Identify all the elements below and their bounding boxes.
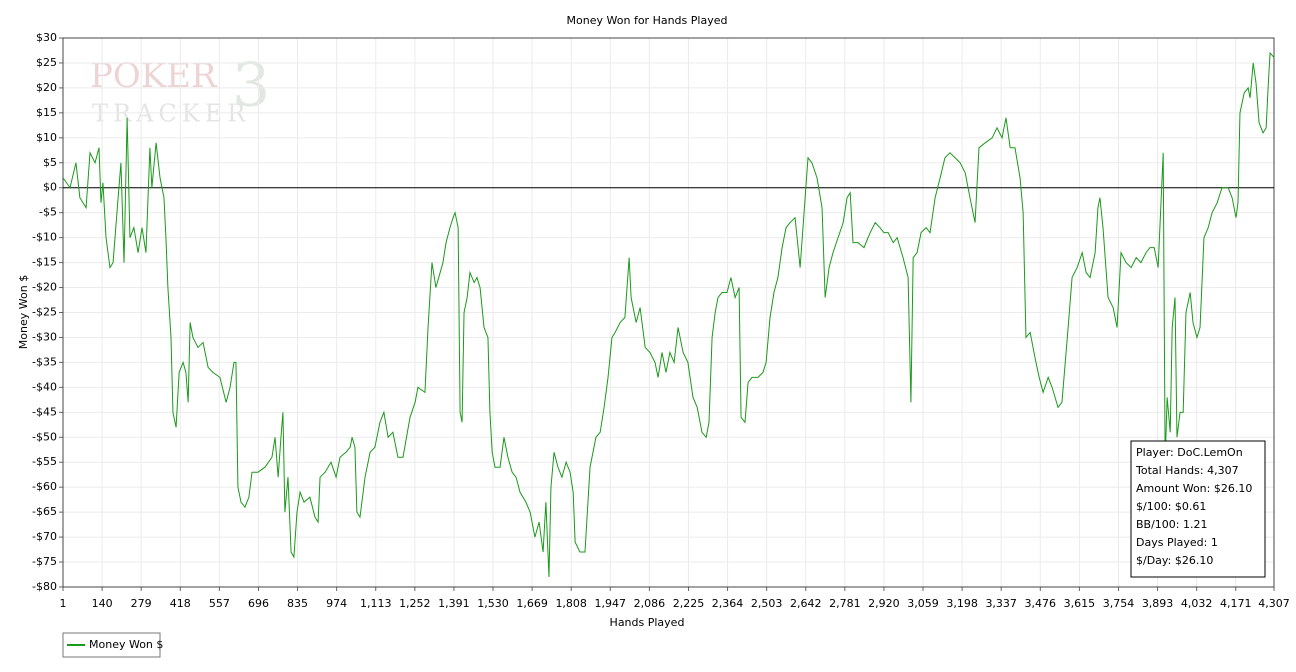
- x-tick-label: 3,198: [946, 597, 978, 610]
- y-tick-label: -$70: [32, 530, 57, 543]
- legend-label: Money Won $: [89, 638, 163, 651]
- x-tick-label: 3,337: [985, 597, 1017, 610]
- y-tick-label: -$10: [32, 231, 57, 244]
- x-tick-label: 3,476: [1025, 597, 1057, 610]
- y-tick-label: -$55: [32, 455, 57, 468]
- x-tick-label: 557: [209, 597, 230, 610]
- x-tick-label: 2,642: [790, 597, 822, 610]
- x-tick-label: 2,225: [673, 597, 705, 610]
- y-tick-label: -$20: [32, 281, 57, 294]
- y-tick-label: $5: [43, 156, 57, 169]
- x-tick-label: 2,364: [712, 597, 744, 610]
- x-tick-label: 1,252: [399, 597, 431, 610]
- y-tick-label: $20: [36, 81, 57, 94]
- y-tick-label: -$35: [32, 355, 57, 368]
- x-tick-label: 974: [326, 597, 347, 610]
- y-tick-label: $25: [36, 56, 57, 69]
- x-tick-label: 4,032: [1181, 597, 1213, 610]
- y-tick-label: $30: [36, 31, 57, 44]
- watermark-text: TRACKER: [92, 100, 250, 128]
- x-tick-label: 1: [60, 597, 67, 610]
- y-axis-title: Money Won $: [17, 275, 30, 349]
- info-line: BB/100: 1.21: [1136, 518, 1208, 531]
- chart-title: Money Won for Hands Played: [567, 14, 728, 27]
- x-tick-label: 1,808: [555, 597, 587, 610]
- legend-box: [62, 632, 161, 658]
- info-line: Amount Won: $26.10: [1136, 482, 1252, 495]
- x-tick-label: 2,781: [829, 597, 861, 610]
- watermark-text: POKER: [90, 56, 218, 96]
- x-tick-label: 4,171: [1220, 597, 1252, 610]
- y-tick-label: $0: [43, 181, 57, 194]
- x-tick-label: 1,669: [516, 597, 548, 610]
- x-tick-label: 140: [92, 597, 113, 610]
- info-line: $/Day: $26.10: [1136, 554, 1213, 567]
- x-tick-label: 1,947: [595, 597, 627, 610]
- x-tick-label: 1,530: [477, 597, 509, 610]
- info-line: Days Played: 1: [1136, 536, 1218, 549]
- y-tick-label: -$65: [32, 505, 57, 518]
- y-tick-label: -$45: [32, 405, 57, 418]
- y-tick-label: -$15: [32, 256, 57, 269]
- x-tick-label: 418: [170, 597, 191, 610]
- x-tick-label: 835: [287, 597, 308, 610]
- y-tick-label: $10: [36, 131, 57, 144]
- x-axis-title: Hands Played: [610, 616, 685, 629]
- watermark-text: 3: [232, 51, 270, 121]
- info-line: Player: DoC.LemOn: [1136, 446, 1243, 459]
- x-tick-label: 279: [131, 597, 152, 610]
- x-tick-label: 3,059: [907, 597, 939, 610]
- y-tick-label: -$25: [32, 306, 57, 319]
- info-box: [1130, 440, 1266, 578]
- y-tick-label: -$5: [39, 206, 57, 219]
- plot-border: [62, 37, 1275, 588]
- x-tick-label: 4,307: [1258, 597, 1290, 610]
- info-line: $/100: $0.61: [1136, 500, 1206, 513]
- y-tick-label: -$30: [32, 330, 57, 343]
- x-tick-label: 3,893: [1142, 597, 1174, 610]
- y-tick-label: -$75: [32, 555, 57, 568]
- x-tick-label: 2,503: [751, 597, 783, 610]
- info-line: Total Hands: 4,307: [1135, 464, 1239, 477]
- x-tick-label: 2,086: [634, 597, 666, 610]
- x-tick-label: 3,754: [1103, 597, 1135, 610]
- y-tick-label: -$80: [32, 580, 57, 593]
- x-tick-label: 1,113: [360, 597, 392, 610]
- y-tick-label: $15: [36, 106, 57, 119]
- x-tick-label: 1,391: [438, 597, 470, 610]
- y-tick-label: -$50: [32, 430, 57, 443]
- x-tick-label: 3,615: [1064, 597, 1096, 610]
- y-tick-label: -$60: [32, 480, 57, 493]
- x-tick-label: 2,920: [868, 597, 900, 610]
- y-tick-label: -$40: [32, 380, 57, 393]
- x-tick-label: 696: [248, 597, 269, 610]
- data-line: [62, 51, 1275, 578]
